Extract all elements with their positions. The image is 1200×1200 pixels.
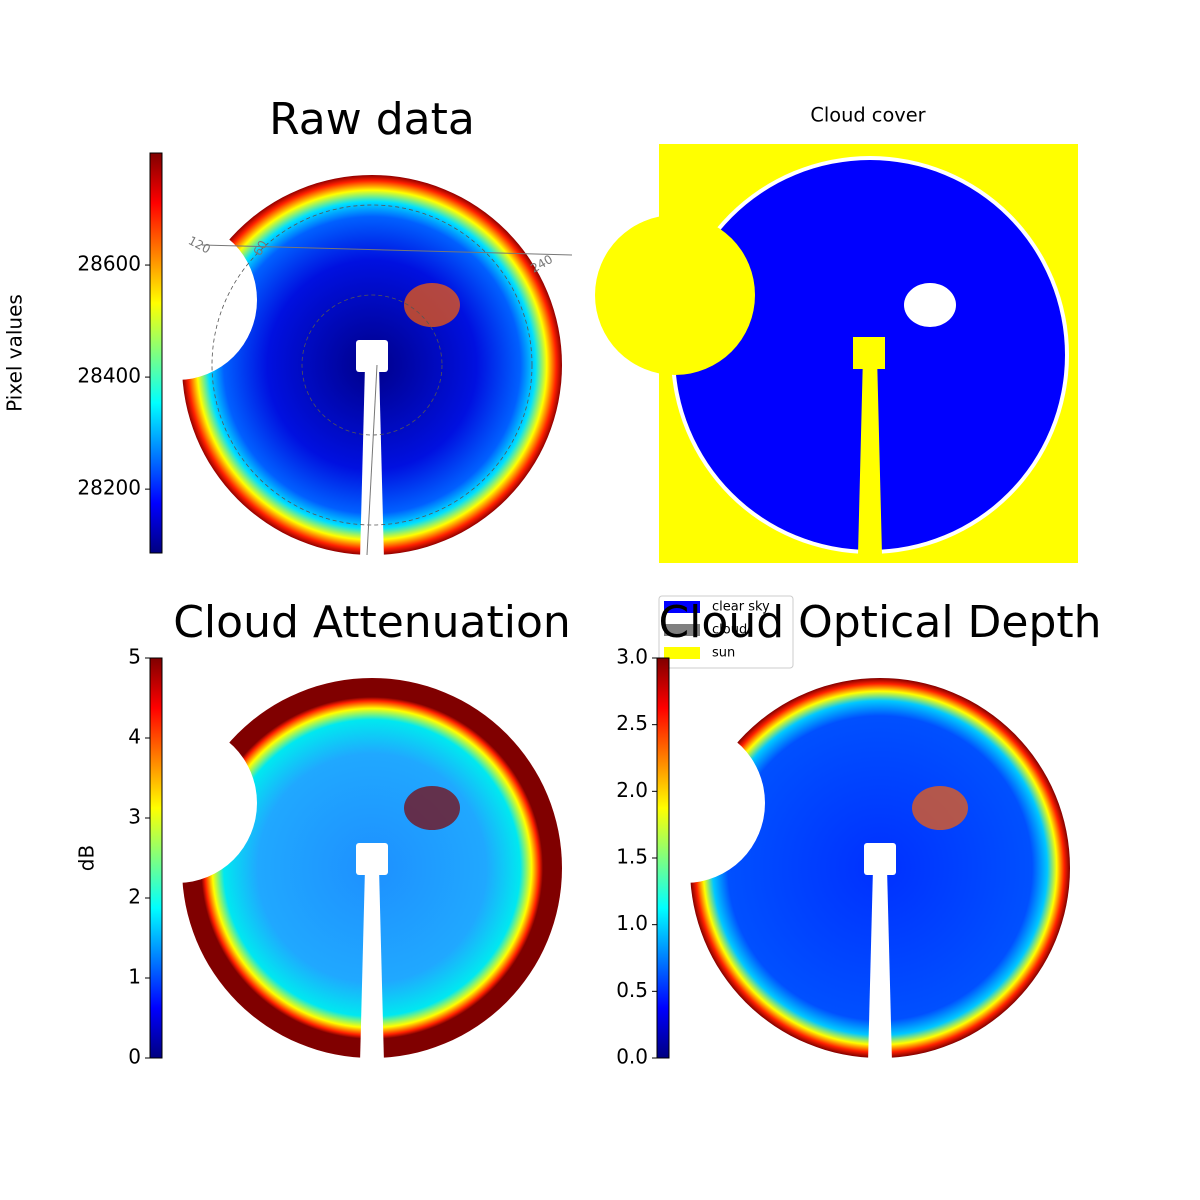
cloud-patch [404,283,460,327]
mast-wedge [858,355,882,555]
horizon-notch [97,723,257,883]
azimuth-label: 240 [528,252,555,276]
cloud-patch [912,786,968,830]
sun-block [853,337,885,369]
colorbar-tick-label: 0.5 [616,978,648,1002]
colorbar-label: dB [75,845,99,871]
legend-swatch [664,647,700,659]
colorbar-tick-label: 1 [128,965,141,989]
colorbar-tick-label: 1.5 [616,845,648,869]
sun-block [864,843,896,875]
legend-label: sun [712,646,735,661]
legend-label: clear sky [712,600,770,615]
colorbar-tick-label: 1.0 [616,911,648,935]
legend-swatch [664,601,700,613]
sun-block [356,843,388,875]
colorbar-tick-label: 0 [128,1045,141,1069]
azimuth-label: 60 [251,238,271,258]
legend-label: cloud [712,623,747,638]
polar-grid [301,294,443,436]
colorbar-tick-label: 0.0 [616,1045,648,1069]
colorbar [149,657,163,1059]
mast-wedge [360,868,384,1063]
colorbar-tick-label: 4 [128,725,141,749]
colorbar-tick-label: 3.0 [616,645,648,669]
sun-block [356,340,388,372]
colorbar-tick-label: 2.5 [616,711,648,735]
horizon-notch [595,215,755,375]
colorbar-tick-label: 3 [128,805,141,829]
colorbar-tick-label: 28200 [77,476,141,500]
colorbar [656,657,670,1059]
colorbar-tick-label: 28600 [77,252,141,276]
colorbar [149,152,163,554]
horizon-notch [605,723,765,883]
panel-title: Cloud cover [810,104,925,127]
colorbar-tick-label: 2.0 [616,778,648,802]
azimuth-line [366,364,378,556]
panel-title: Raw data [269,94,475,145]
panel-title: Cloud Attenuation [173,597,571,648]
azimuth-line [201,244,573,256]
colorbar-tick-label: 2 [128,885,141,909]
horizon-notch [97,220,257,380]
colorbar-tick-label: 28400 [77,364,141,388]
cloud-patch [904,283,956,327]
polar-grid [211,204,533,526]
panel-title: Cloud Optical Depth [658,597,1101,648]
mast-wedge [868,868,892,1063]
legend-swatch [664,624,700,636]
colorbar-label: Pixel values [3,294,27,412]
colorbar-tick-label: 5 [128,645,141,669]
cloud-patch [404,786,460,830]
